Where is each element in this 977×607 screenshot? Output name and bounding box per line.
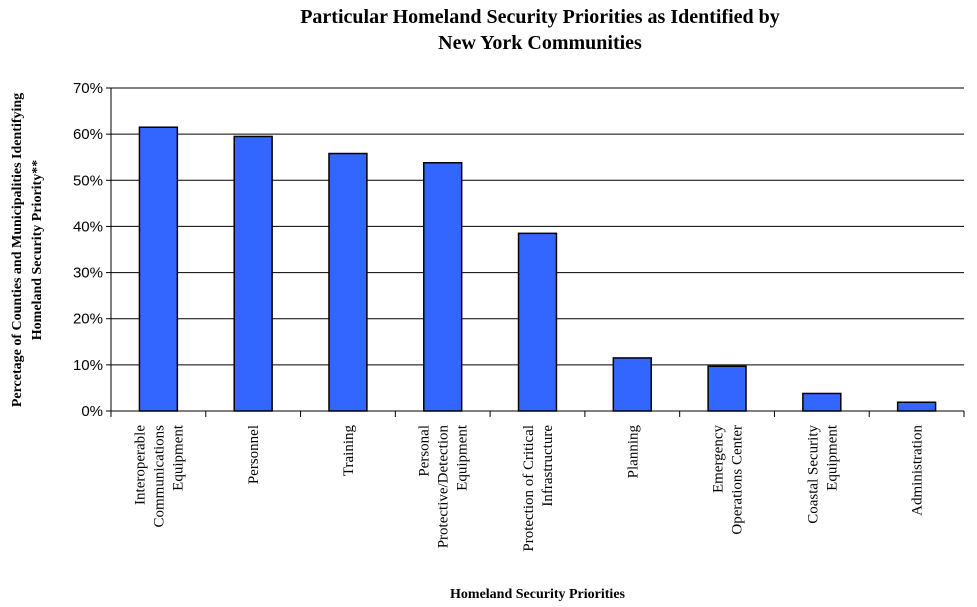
category-label: Planning [625, 425, 641, 479]
category-label-line: Equipment [170, 424, 186, 491]
category-label: Administration [910, 425, 926, 516]
y-tick-label: 20% [73, 311, 103, 328]
category-label: Personnel [246, 425, 262, 484]
chart-title-line: Particular Homeland Security Priorities … [300, 6, 780, 28]
category-label: Emergency Operations Center [711, 425, 746, 535]
y-axis-title: Percetage of Counties and Municipalities… [10, 93, 45, 407]
y-tick-label: 0% [81, 403, 103, 420]
category-label: Coastal Security Equipment [805, 424, 840, 524]
y-tick-label: 10% [73, 357, 103, 374]
y-tick-label: 40% [73, 218, 103, 235]
category-label-line: Interoperable [132, 425, 148, 505]
chart-title-line: New York Communities [438, 32, 642, 54]
y-tick-labels: 0% 10% 20% 30% 40% 50% 60% 70% [73, 80, 103, 420]
x-axis-title: Homeland Security Priorities [450, 587, 626, 602]
y-tick-label: 30% [73, 265, 103, 282]
y-tick-label: 60% [73, 126, 103, 143]
axes [110, 88, 965, 417]
category-label: Interoperable Communications Equipment [132, 424, 186, 527]
category-label: Protection of Critical Infrastructure [521, 425, 556, 552]
category-label-line: Coastal Security [805, 425, 821, 524]
category-label-line: Emergency [711, 425, 727, 494]
category-label: Personal Protective/Detection Equipment [417, 424, 471, 548]
category-label-line: Planning [625, 425, 641, 479]
category-label-line: Personal [417, 425, 433, 477]
chart-title: Particular Homeland Security Priorities … [300, 6, 780, 54]
category-labels: Interoperable Communications Equipment Pers… [132, 424, 925, 551]
category-label-line: Administration [910, 425, 926, 516]
bar [328, 152, 368, 412]
y-axis-title-line: Homeland Security Priority** [30, 160, 45, 340]
x-axis-title-text: Homeland Security Priorities [450, 587, 626, 602]
category-label-line: Training [341, 425, 357, 477]
bar [612, 357, 652, 412]
bar [233, 135, 273, 412]
category-label-line: Protection of Critical [521, 425, 537, 552]
category-label-line: Equipment [824, 424, 840, 491]
category-label: Training [341, 425, 357, 477]
y-tick-label: 70% [73, 80, 103, 97]
category-label-line: Equipment [455, 424, 471, 491]
category-label-line: Personnel [246, 425, 262, 484]
y-axis-title-line: Percetage of Counties and Municipalities… [10, 93, 25, 407]
category-label-line: Protective/Detection [436, 425, 452, 549]
y-tick-label: 50% [73, 172, 103, 189]
category-label-line: Communications [151, 425, 167, 528]
bar [802, 392, 842, 412]
bar [423, 162, 463, 412]
category-label-line: Infrastructure [540, 425, 556, 507]
category-label-line: Operations Center [730, 425, 746, 535]
bar [707, 365, 747, 412]
bar [138, 126, 179, 412]
bars [138, 126, 937, 412]
bar [896, 401, 937, 412]
bar [517, 232, 558, 412]
